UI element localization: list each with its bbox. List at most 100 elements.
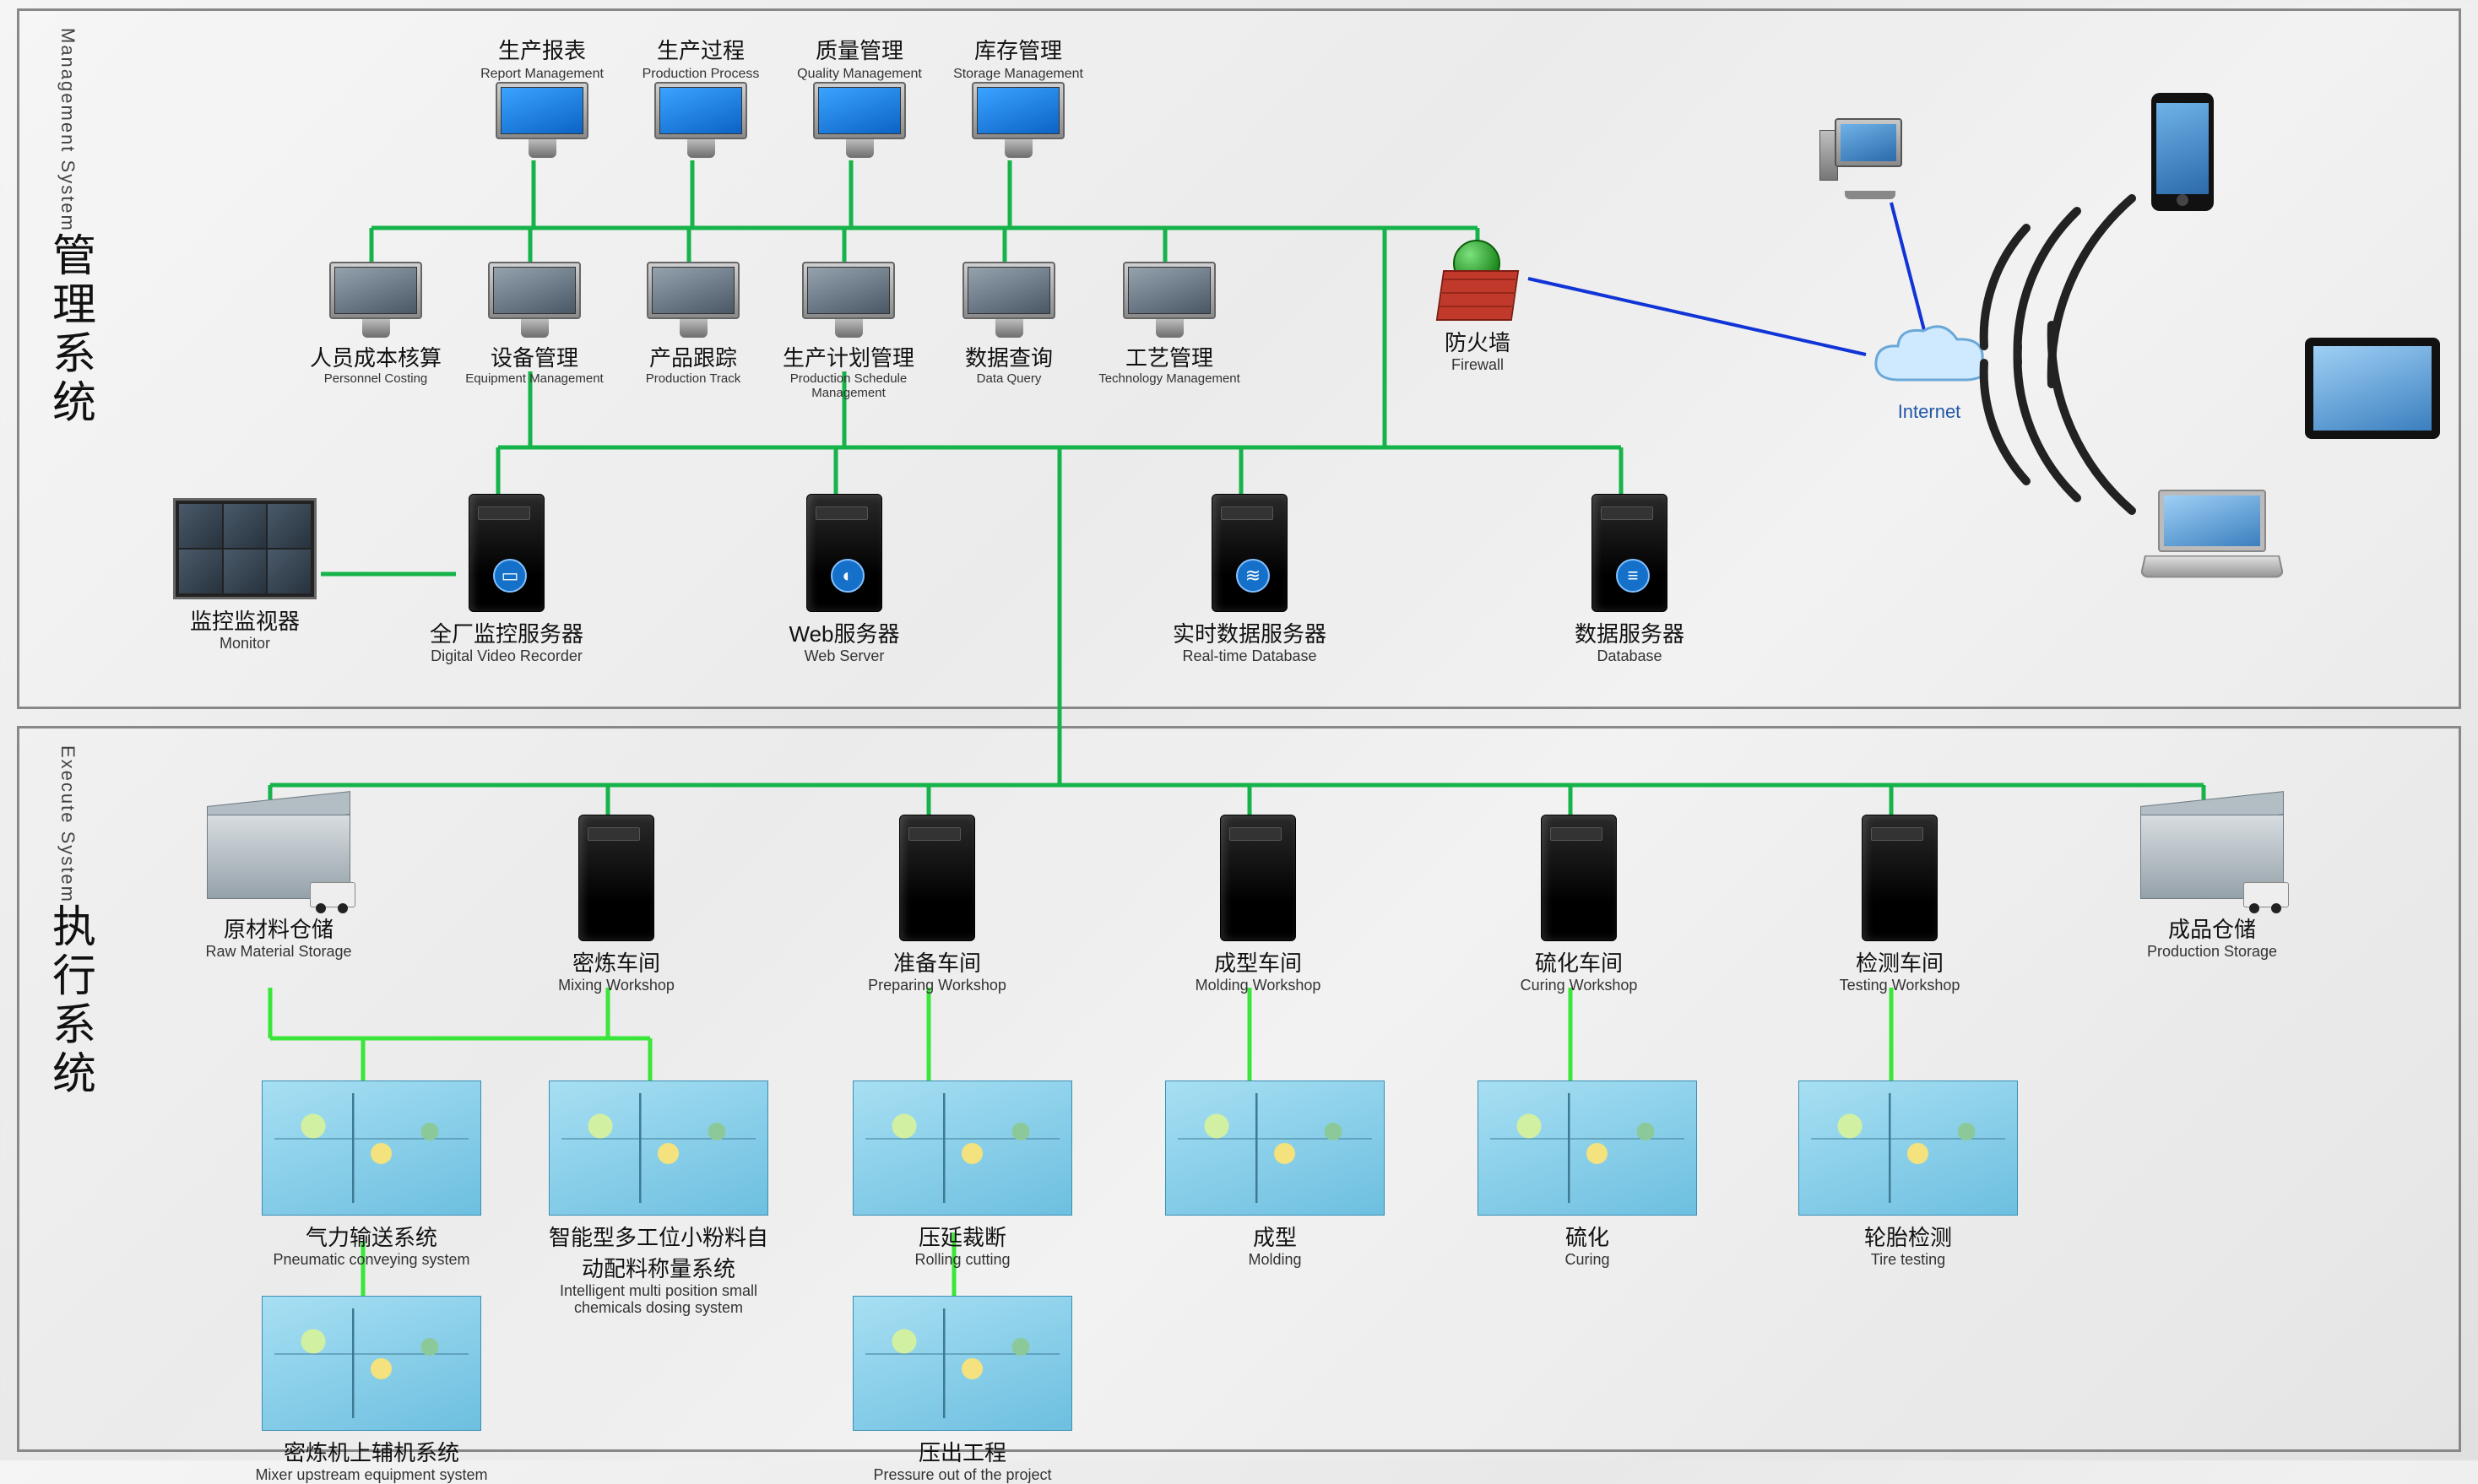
mgmt-quality: 质量管理Quality Management xyxy=(792,34,927,161)
label-en: Testing Workshop xyxy=(1840,978,1960,994)
workshop-prodstore: 成品仓储Production Storage xyxy=(2119,815,2305,961)
execute-cn: 执行系统 xyxy=(39,903,102,1099)
warehouse-icon xyxy=(2140,815,2284,907)
label-en: Mixing Workshop xyxy=(558,978,675,994)
workshop-cure: 硫化车间Curing Workshop xyxy=(1486,815,1672,994)
workshop-test: 检测车间Testing Workshop xyxy=(1807,815,1993,994)
mgmt-report: 生产报表Report Management xyxy=(474,34,610,161)
mgmt-track: 产品跟踪Production Track xyxy=(621,262,765,387)
execute-panel-label: Execute System 执行系统 xyxy=(28,745,112,1433)
firewall-cn: 防火墙 xyxy=(1445,326,1510,357)
label-en: Curing xyxy=(1564,1252,1609,1269)
monitor-icon xyxy=(813,82,906,158)
tower-icon xyxy=(899,815,975,941)
monitor-node: 监控监视器 Monitor xyxy=(173,498,317,653)
label-en: Intelligent multi position small chemica… xyxy=(540,1283,777,1317)
process-pressure: 压出工程Pressure out of the project xyxy=(844,1296,1081,1484)
process-tiretest: 轮胎检测Tire testing xyxy=(1790,1081,2026,1269)
monitor-cn: 监控监视器 xyxy=(190,604,300,636)
label-cn: 生产计划管理 xyxy=(783,341,914,372)
label-en: Production Schedule Management xyxy=(777,372,920,400)
label-en: Technology Management xyxy=(1098,372,1240,387)
label-en: Raw Material Storage xyxy=(205,944,351,961)
label-cn: 密炼机上辅机系统 xyxy=(284,1436,459,1467)
execute-en: Execute System xyxy=(57,745,79,903)
tower-icon xyxy=(578,815,654,941)
label-en: Rolling cutting xyxy=(914,1252,1010,1269)
phone-device xyxy=(2151,93,2214,211)
label-cn: 生产过程 xyxy=(657,34,745,65)
process-box xyxy=(262,1296,481,1431)
label-en: Equipment Management xyxy=(465,372,603,387)
monitor-icon xyxy=(972,82,1065,158)
mgmt-personnel: 人员成本核算Personnel Costing xyxy=(304,262,447,387)
process-pneumatic: 气力输送系统Pneumatic conveying system xyxy=(253,1081,490,1269)
tower-icon xyxy=(1220,815,1296,941)
label-cn: 原材料仓储 xyxy=(224,913,333,944)
firewall-icon xyxy=(1431,245,1524,321)
firewall-en: Firewall xyxy=(1451,357,1504,374)
server-icon: ≡ xyxy=(1591,494,1667,612)
tablet-icon xyxy=(2305,338,2440,439)
management-panel-label: Management System 管理系统 xyxy=(28,28,112,690)
monitor-icon xyxy=(802,262,895,338)
tower-icon xyxy=(1862,815,1938,941)
label-en: Personnel Costing xyxy=(324,372,428,387)
process-box xyxy=(549,1081,768,1216)
workshop-prep: 准备车间Preparing Workshop xyxy=(844,815,1030,994)
internet-label: Internet xyxy=(1898,402,1961,422)
laptop-device xyxy=(2145,490,2280,582)
process-box xyxy=(1798,1081,2018,1216)
workshop-rawmat: 原材料仓储Raw Material Storage xyxy=(186,815,371,961)
mgmt-process: 生产过程 Production Process xyxy=(633,34,768,161)
workshop-mold: 成型车间Molding Workshop xyxy=(1165,815,1351,994)
process-box xyxy=(1165,1081,1385,1216)
management-en: Management System xyxy=(57,28,79,232)
tablet-device xyxy=(2305,338,2440,439)
label-en: Real-time Database xyxy=(1182,648,1316,665)
label-en: Curing Workshop xyxy=(1521,978,1638,994)
label-cn: 人员成本核算 xyxy=(310,341,442,372)
label-cn: 成品仓储 xyxy=(2168,913,2256,944)
label-cn: 压延裁断 xyxy=(919,1221,1006,1252)
label-en: Production Track xyxy=(646,372,741,387)
monitor-icon xyxy=(496,82,588,158)
label-cn: 工艺管理 xyxy=(1125,341,1213,372)
monitor-icon xyxy=(654,82,747,158)
label-cn: 设备管理 xyxy=(491,341,578,372)
process-mixerup: 密炼机上辅机系统Mixer upstream equipment system xyxy=(253,1296,490,1484)
monitor-en: Monitor xyxy=(220,636,270,653)
label-en: Data Query xyxy=(977,372,1042,387)
label-cn: 数据服务器 xyxy=(1575,617,1684,648)
server-db: ≡数据服务器Database xyxy=(1545,494,1714,665)
process-box xyxy=(853,1296,1072,1431)
label-en: Mixer upstream equipment system xyxy=(255,1467,487,1484)
label-cn: 成型 xyxy=(1253,1221,1297,1252)
label-cn: 实时数据服务器 xyxy=(1173,617,1326,648)
monitor-icon xyxy=(1123,262,1216,338)
mgmt-schedule: 生产计划管理Production Schedule Management xyxy=(777,262,920,400)
server-icon: ▭ xyxy=(469,494,545,612)
wifi-arcs xyxy=(1967,169,2322,528)
label-en: Production Storage xyxy=(2147,944,2277,961)
label-en: Preparing Workshop xyxy=(868,978,1006,994)
label-cn: 数据查询 xyxy=(965,341,1053,372)
process-molding: 成型Molding xyxy=(1157,1081,1393,1269)
mgmt-tech: 工艺管理Technology Management xyxy=(1098,262,1241,387)
label-cn: 检测车间 xyxy=(1856,946,1944,978)
process-dosing: 智能型多工位小粉料自动配料称量系统Intelligent multi posit… xyxy=(540,1081,777,1317)
label-cn: 库存管理 xyxy=(974,34,1062,65)
label-en: Digital Video Recorder xyxy=(431,648,583,665)
warehouse-icon xyxy=(207,815,350,907)
process-box xyxy=(1478,1081,1697,1216)
phone-icon xyxy=(2151,93,2214,211)
server-dvr: ▭全厂监控服务器Digital Video Recorder xyxy=(422,494,591,665)
label-en: Web Server xyxy=(805,648,885,665)
label-en: Production Process xyxy=(643,67,760,82)
label-en: Tire testing xyxy=(1871,1252,1945,1269)
surveillance-icon xyxy=(173,498,317,599)
monitor-icon xyxy=(488,262,581,338)
client-pc xyxy=(1819,118,1912,203)
label-cn: 成型车间 xyxy=(1214,946,1302,978)
monitor-icon xyxy=(962,262,1055,338)
